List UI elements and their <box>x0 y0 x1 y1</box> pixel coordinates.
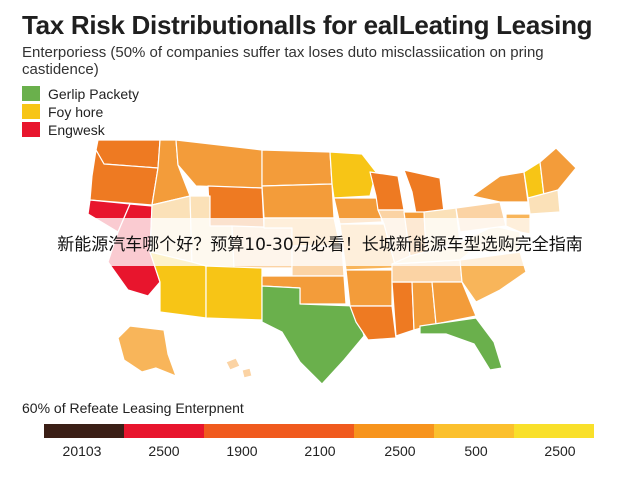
scale-segment <box>204 424 354 438</box>
scale-label: 2500 <box>544 443 576 459</box>
scale-labels: 20103 2500 1900 2100 2500 500 2500 <box>44 443 604 461</box>
scale-label: 2500 <box>148 443 180 459</box>
scale-segment <box>514 424 594 438</box>
region-new-england-south <box>527 189 561 215</box>
region-north-dakota <box>261 149 333 187</box>
headline-banner: 新能源汽车哪个好？预算10-30万必看！长城新能源车型选购完全指南 <box>0 218 640 266</box>
legend-swatch-red <box>22 122 40 137</box>
region-michigan <box>403 169 445 215</box>
region-maine <box>539 147 577 197</box>
region-louisiana <box>349 305 397 341</box>
headline-text: 新能源汽车哪个好？预算10-30万必看！长城新能源车型选购完全指南 <box>57 234 583 255</box>
scale-label: 500 <box>464 443 488 459</box>
region-alaska <box>117 325 177 377</box>
legend: Gerlip Packety Foy hore Engwesk <box>22 85 139 139</box>
region-hawaii-b <box>241 367 253 379</box>
legend-item-yellow: Foy hore <box>22 103 139 120</box>
region-mississippi <box>391 281 415 337</box>
region-hawaii-a <box>225 357 241 371</box>
scale-segment <box>354 424 434 438</box>
color-scale-bar <box>44 424 594 438</box>
region-montana <box>175 139 263 189</box>
map-subtitle: Enterporiess (50% of companies suffer ta… <box>22 44 544 78</box>
region-texas <box>261 285 365 385</box>
legend-swatch-yellow <box>22 104 40 119</box>
scale-label: 1900 <box>226 443 258 459</box>
legend-label: Engwesk <box>48 121 105 138</box>
region-new-mexico <box>205 265 263 321</box>
scale-label: 2100 <box>304 443 336 459</box>
region-south-dakota <box>261 183 335 219</box>
legend-label: Gerlip Packety <box>48 85 140 102</box>
region-new-york <box>471 171 529 203</box>
scale-label: 2500 <box>384 443 416 459</box>
region-georgia <box>431 281 477 325</box>
scale-segment <box>44 424 124 438</box>
region-arkansas <box>345 269 393 307</box>
scale-label: 20103 <box>62 443 102 459</box>
scale-segment <box>434 424 514 438</box>
scale-segment <box>124 424 204 438</box>
region-florida <box>419 317 503 371</box>
region-minnesota <box>329 151 377 199</box>
scale-title: 60% of Refeate Leasing Enterpnent <box>22 400 244 416</box>
legend-swatch-green <box>22 86 40 101</box>
legend-item-red: Engwesk <box>22 121 139 138</box>
legend-item-green: Gerlip Packety <box>22 85 139 102</box>
legend-label: Foy hore <box>48 103 104 120</box>
map-title: Tax Risk Distributionalls for ealLeating… <box>22 10 593 40</box>
